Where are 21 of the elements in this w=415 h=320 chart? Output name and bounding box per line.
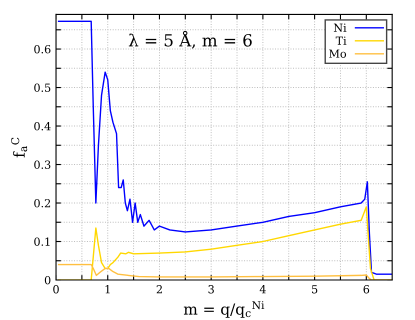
y-tick-label: 0 xyxy=(44,276,50,284)
text: λ = 5 Å, m = 6 xyxy=(128,30,252,49)
x-tick-label: 0 xyxy=(53,285,59,294)
x-tick-label: 4 xyxy=(260,285,266,294)
y-tick-label: 0.6 xyxy=(34,45,50,54)
x-tick-label: 5 xyxy=(312,285,318,294)
y-tick-label: 0.4 xyxy=(34,122,51,130)
x-tick-label: 1 xyxy=(106,285,110,294)
legend-label: Ti xyxy=(336,36,346,45)
y-tick-label: 0.5 xyxy=(34,84,50,92)
y-tick-label: 0.3 xyxy=(34,160,50,169)
x-tick-label: 6 xyxy=(364,285,370,294)
x-axis-title: m = q/q$_{c}$$^{Ni}$ xyxy=(184,301,264,318)
legend-label: Mo xyxy=(329,50,346,58)
y-tick-label: 0.2 xyxy=(34,198,50,208)
line-series xyxy=(58,20,392,275)
legend-label: Ni xyxy=(334,24,346,32)
y-axis-title: f$_{a}$$^{C}$ xyxy=(11,138,28,158)
x-tick-label: 2 xyxy=(156,285,162,294)
y-tick-label: 0.1 xyxy=(34,237,50,246)
x-tick-label: 3 xyxy=(208,285,214,294)
